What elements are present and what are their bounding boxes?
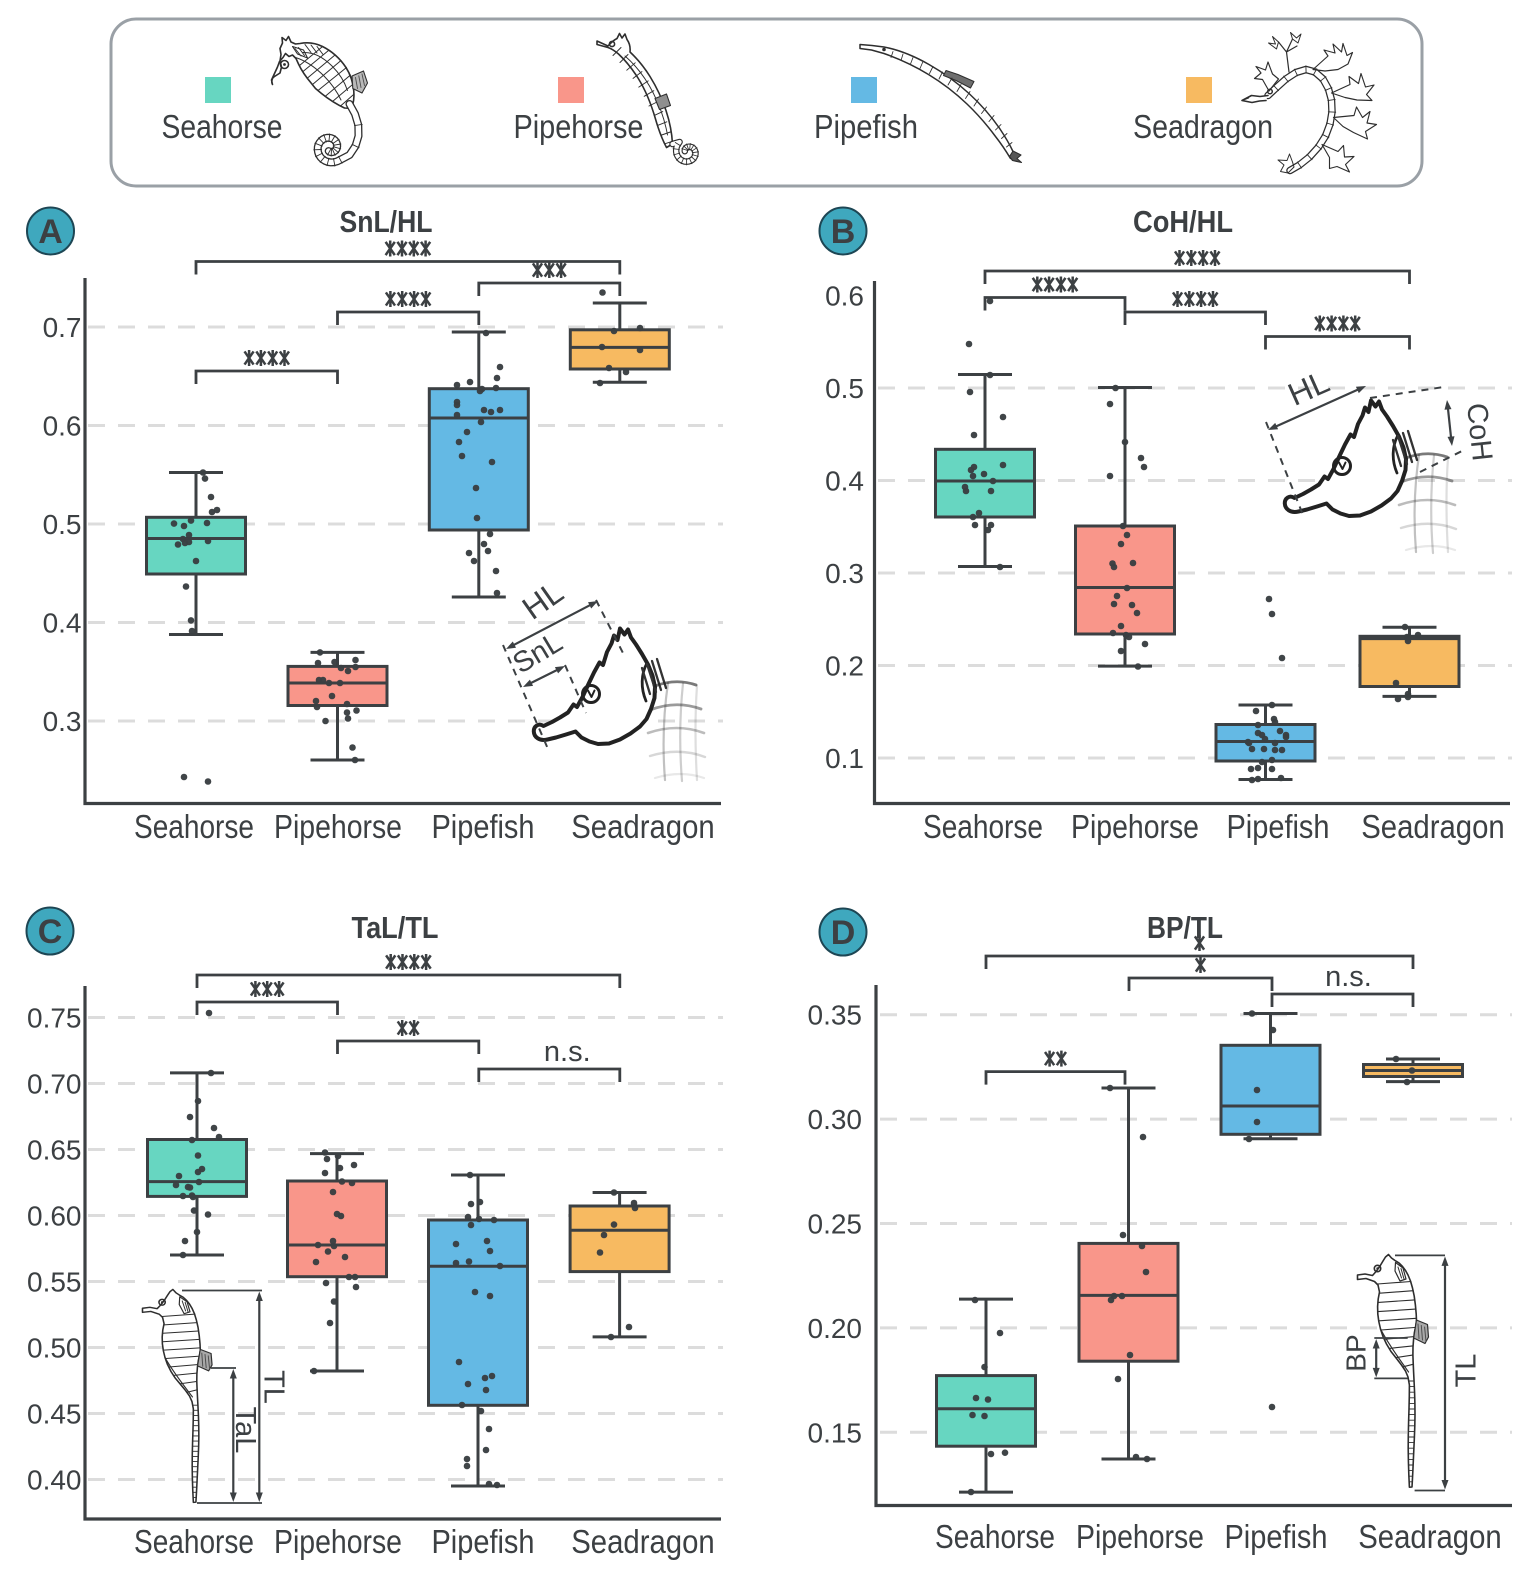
svg-text:TaL: TaL (229, 1407, 261, 1454)
svg-text:Seadragon: Seadragon (1361, 808, 1505, 845)
svg-text:0.75: 0.75 (27, 1003, 82, 1034)
svg-text:Seadragon: Seadragon (571, 808, 715, 845)
svg-text:0.30: 0.30 (808, 1104, 863, 1135)
svg-text:Seahorse: Seahorse (134, 808, 254, 845)
svg-text:Pipehorse: Pipehorse (514, 108, 644, 145)
svg-text:Seadragon: Seadragon (571, 1523, 715, 1560)
svg-text:Pipefish: Pipefish (432, 1523, 535, 1560)
svg-text:CoH: CoH (1460, 402, 1498, 463)
svg-text:0.60: 0.60 (27, 1201, 82, 1232)
svg-text:0.7: 0.7 (43, 312, 82, 343)
svg-text:0.4: 0.4 (825, 466, 864, 497)
svg-text:Pipehorse: Pipehorse (1076, 1518, 1204, 1555)
svg-text:0.3: 0.3 (43, 706, 82, 737)
svg-text:Pipehorse: Pipehorse (274, 1523, 402, 1560)
svg-text:0.20: 0.20 (808, 1313, 863, 1344)
svg-text:0.40: 0.40 (27, 1465, 82, 1496)
svg-text:0.3: 0.3 (825, 558, 864, 589)
svg-text:0.70: 0.70 (27, 1069, 82, 1100)
svg-text:BP: BP (1341, 1334, 1372, 1371)
svg-text:Pipehorse: Pipehorse (1071, 808, 1199, 845)
svg-text:0.2: 0.2 (825, 651, 864, 682)
svg-text:Seadragon: Seadragon (1133, 108, 1273, 145)
svg-text:SnL/HL: SnL/HL (340, 204, 433, 239)
svg-text:Pipefish: Pipefish (814, 108, 918, 145)
svg-text:0.50: 0.50 (27, 1333, 82, 1364)
svg-text:Pipehorse: Pipehorse (274, 808, 402, 845)
svg-text:Pipefish: Pipefish (1225, 1518, 1328, 1555)
svg-text:0.4: 0.4 (43, 608, 82, 639)
svg-text:0.5: 0.5 (825, 373, 864, 404)
svg-text:D: D (831, 914, 856, 952)
svg-text:0.15: 0.15 (808, 1417, 863, 1448)
svg-text:0.55: 0.55 (27, 1267, 82, 1298)
svg-text:Seahorse: Seahorse (935, 1518, 1055, 1555)
svg-text:A: A (38, 213, 63, 251)
svg-text:0.25: 0.25 (808, 1209, 863, 1240)
svg-text:0.1: 0.1 (825, 743, 864, 774)
svg-text:0.6: 0.6 (825, 281, 864, 312)
svg-text:Seadragon: Seadragon (1358, 1518, 1502, 1555)
svg-text:BP/TL: BP/TL (1147, 910, 1223, 945)
svg-text:Pipefish: Pipefish (432, 808, 535, 845)
svg-text:n.s.: n.s. (544, 1036, 591, 1068)
svg-text:Seahorse: Seahorse (134, 1523, 254, 1560)
svg-text:TaL/TL: TaL/TL (352, 910, 439, 945)
svg-text:TL: TL (1451, 1354, 1483, 1388)
svg-text:Pipefish: Pipefish (1227, 808, 1330, 845)
svg-text:0.35: 0.35 (808, 1000, 863, 1031)
svg-text:0.6: 0.6 (43, 411, 82, 442)
svg-text:0.5: 0.5 (43, 509, 82, 540)
svg-text:0.45: 0.45 (27, 1399, 82, 1430)
svg-text:n.s.: n.s. (1325, 961, 1372, 993)
svg-text:Seahorse: Seahorse (162, 108, 283, 145)
svg-text:C: C (38, 913, 63, 951)
svg-text:B: B (831, 213, 856, 251)
svg-text:Seahorse: Seahorse (923, 808, 1043, 845)
svg-text:TL: TL (258, 1370, 290, 1404)
svg-text:CoH/HL: CoH/HL (1133, 204, 1233, 239)
svg-text:0.65: 0.65 (27, 1135, 82, 1166)
